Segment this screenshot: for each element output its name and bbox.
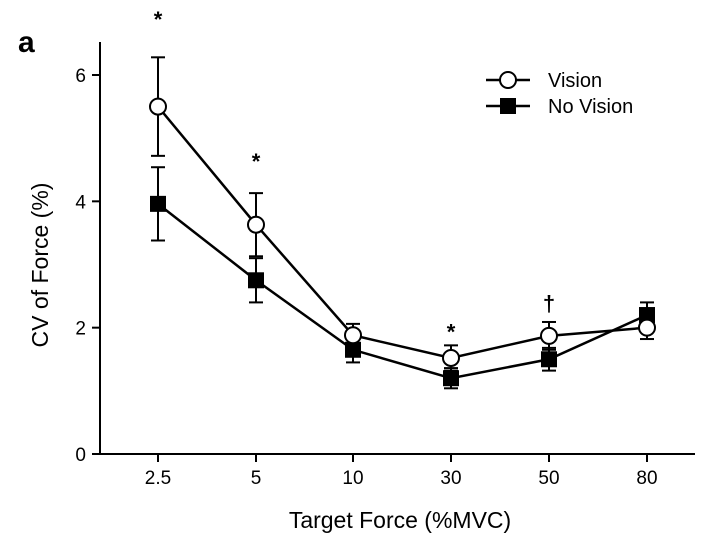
legend-item: No Vision xyxy=(486,96,633,118)
data-point xyxy=(639,307,655,324)
data-point xyxy=(344,326,362,345)
legend-item: Vision xyxy=(486,70,602,92)
significance-marker: * xyxy=(252,149,261,174)
data-point xyxy=(149,97,167,116)
data-point xyxy=(247,215,265,234)
data-point xyxy=(443,370,459,387)
x-tick-label: 80 xyxy=(636,468,657,489)
x-tick-label: 50 xyxy=(538,468,559,489)
series-no-vision xyxy=(150,166,655,390)
y-tick-label: 0 xyxy=(75,445,86,466)
data-point xyxy=(638,318,656,337)
data-point xyxy=(248,272,264,289)
data-point xyxy=(541,351,557,368)
data-point xyxy=(150,195,166,212)
series-line xyxy=(157,202,648,380)
x-tick-label: 10 xyxy=(342,468,363,489)
x-axis-title: Target Force (%MVC) xyxy=(289,507,511,533)
series-line xyxy=(157,105,648,360)
x-tick-label: 2.5 xyxy=(145,468,171,489)
series-layer xyxy=(149,56,656,390)
legend-label: Vision xyxy=(548,70,602,92)
series-vision xyxy=(149,56,656,372)
x-tick-label: 30 xyxy=(440,468,461,489)
y-tick-label: 4 xyxy=(75,192,86,213)
y-axis-title: CV of Force (%) xyxy=(27,183,53,348)
significance-marker: * xyxy=(447,320,456,345)
legend-marker xyxy=(499,71,517,89)
data-point xyxy=(540,326,558,345)
legend-label: No Vision xyxy=(548,96,633,118)
data-point xyxy=(442,348,460,367)
axes: 0 2 4 6 2.5 5 10 30 50 80 xyxy=(75,42,695,489)
y-tick-label: 6 xyxy=(75,66,86,87)
significance-marker: † xyxy=(543,291,555,316)
y-tick-label: 2 xyxy=(75,319,86,340)
significance-marker: * xyxy=(154,7,163,32)
panel-label: a xyxy=(18,26,35,59)
legend-marker xyxy=(500,98,516,114)
x-tick-label: 5 xyxy=(251,468,262,489)
annotations: * * * † xyxy=(154,7,555,345)
legend: Vision No Vision xyxy=(486,70,633,118)
